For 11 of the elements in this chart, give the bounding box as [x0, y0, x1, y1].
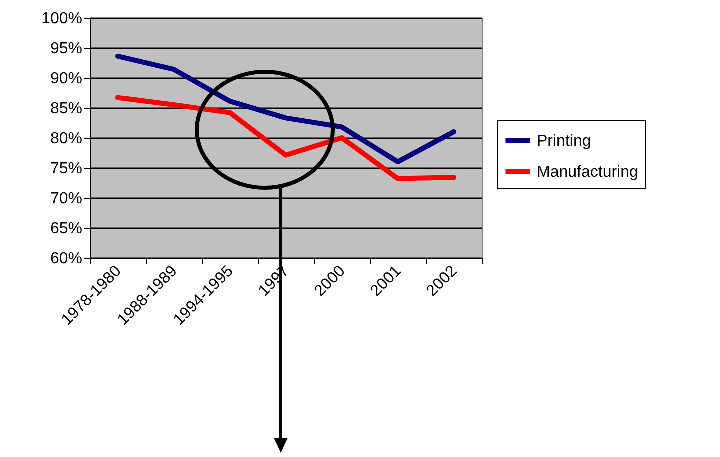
y-tick-label: 95% — [50, 40, 82, 58]
y-tick-label: 75% — [50, 160, 82, 178]
legend-label: Printing — [537, 133, 592, 150]
y-tick-label: 65% — [50, 220, 82, 238]
y-tick-label: 90% — [50, 70, 82, 88]
y-tick-label: 100% — [42, 10, 82, 28]
y-tick-label: 60% — [50, 250, 82, 268]
legend-label: Manufacturing — [537, 164, 638, 181]
y-tick-label: 85% — [50, 100, 82, 118]
y-tick-label: 70% — [50, 190, 82, 208]
y-tick-label: 80% — [50, 130, 82, 148]
